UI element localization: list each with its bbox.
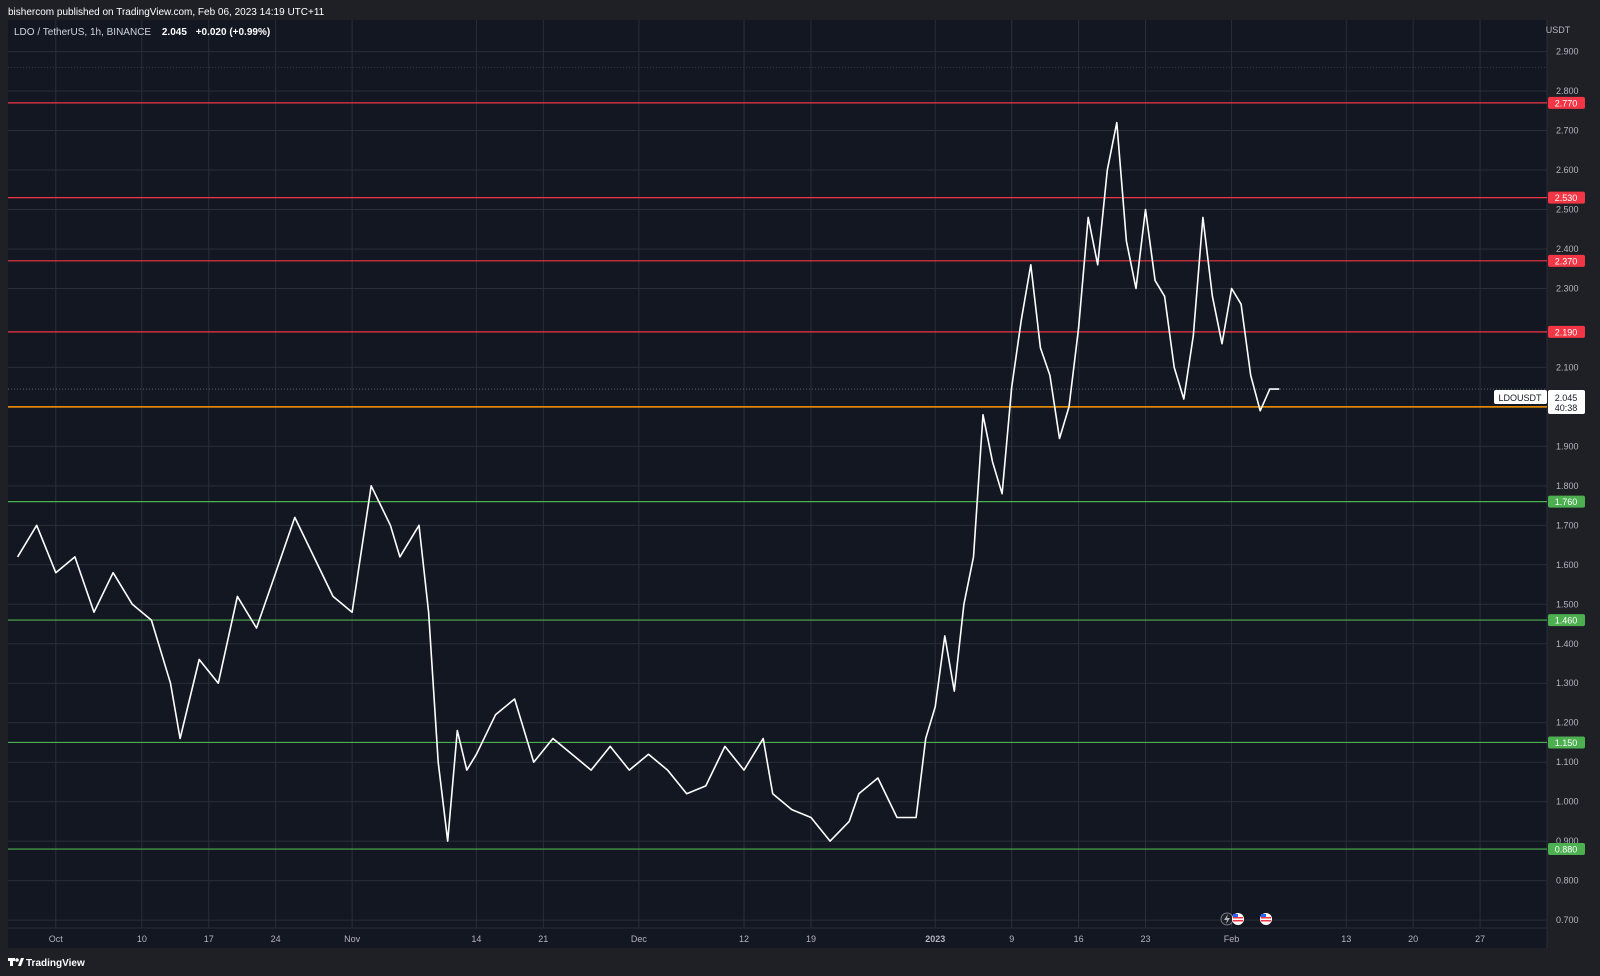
x-tick-label: Feb [1224,934,1240,944]
level-tag-resistance [1548,191,1585,204]
level-tag-label: 2.190 [1555,327,1578,337]
published-by-text: bishercom published on TradingView.com, … [8,7,325,18]
current-price-box [1548,390,1585,414]
level-tag-support [1548,614,1585,627]
horizontal-levels [8,102,1547,850]
x-tick-label: 21 [538,934,548,944]
level-tag-label: 1.460 [1555,616,1578,626]
current-price-tag[interactable]: LDOUSDT 2.045 40:38 [1494,390,1585,414]
level-tag-label: 2.770 [1555,98,1578,108]
lightning-icon[interactable] [1220,912,1234,926]
plot-background [8,20,1547,948]
y-tick-label: 2.700 [1556,126,1579,136]
y-tick-label: 2.400 [1556,244,1579,254]
x-tick-label: 16 [1074,934,1084,944]
x-tick-label: 17 [204,934,214,944]
legend-price: 2.045 [162,27,187,38]
level-tag-resistance [1548,254,1585,267]
y-tick-label: 0.800 [1556,876,1579,886]
x-tick-label: 20 [1408,934,1418,944]
y-tick-label: 1.900 [1556,441,1579,451]
x-tick-label: Nov [344,934,361,944]
x-tick-label: 2023 [925,934,945,944]
x-tick-label: 23 [1141,934,1151,944]
x-tick-label: Dec [631,934,648,944]
time-axis[interactable]: Oct 10 17 24 Nov 14 21 Dec 12 19 2023 9 16 23 Feb 13 20 2… [49,934,1485,944]
series-layer [16,121,1280,842]
level-tag-label: 0.880 [1555,845,1578,855]
x-tick-label: 14 [471,934,481,944]
us-flag-icon[interactable] [1232,913,1244,925]
y-tick-label: 1.100 [1556,757,1579,767]
tradingview-logo[interactable]: TradingView [8,958,85,969]
price-series-line[interactable] [16,121,1280,842]
y-tick-label: 1.200 [1556,718,1579,728]
x-tick-label: 24 [271,934,281,944]
y-tick-label: 1.800 [1556,481,1579,491]
y-tick-label: 2.600 [1556,165,1579,175]
level-tag-support [1548,495,1585,508]
y-tick-label: 1.400 [1556,639,1579,649]
level-tag-label: 1.760 [1555,497,1578,507]
x-tick-label: 27 [1475,934,1485,944]
symbol-text: LDO / TetherUS, 1h, BINANCE [14,27,151,38]
x-tick-label: 9 [1009,934,1014,944]
x-tick-label: 12 [739,934,749,944]
y-tick-label: 1.000 [1556,797,1579,807]
y-tick-label: 1.600 [1556,560,1579,570]
current-price-value: 2.045 [1555,393,1578,403]
bar-countdown: 40:38 [1555,403,1578,413]
level-tag-support [1548,843,1585,856]
x-tick-label: 13 [1341,934,1351,944]
y-tick-label: 1.700 [1556,520,1579,530]
price-axis[interactable]: 2.900 2.800 2.700 2.600 2.500 2.400 2.300 2.100… [1556,47,1579,926]
grid [8,20,1547,928]
y-tick-label: 0.900 [1556,836,1579,846]
y-tick-label: 2.100 [1556,362,1579,372]
current-price-symbol: LDOUSDT [1498,393,1542,403]
level-tag-label: 2.370 [1555,256,1578,266]
symbol-legend[interactable]: LDO / TetherUS, 1h, BINANCE 2.045 +0.020… [14,27,270,38]
x-tick-label: Oct [49,934,64,944]
level-tag-resistance [1548,96,1585,109]
tradingview-logo-text: TradingView [26,958,85,969]
level-tag-support [1548,736,1585,749]
legend-change: +0.020 (+0.99%) [196,27,271,38]
y-axis-unit: USDT [1546,25,1571,35]
y-tick-label: 2.900 [1556,47,1579,57]
level-tag-label: 1.150 [1555,738,1578,748]
x-tick-label: 19 [806,934,816,944]
y-tick-label: 2.500 [1556,204,1579,214]
y-tick-label: 1.500 [1556,599,1579,609]
event-icons[interactable] [1220,912,1272,926]
us-flag-icon[interactable] [1260,913,1272,925]
tradingview-logo-icon [8,958,24,966]
x-tick-label: 10 [137,934,147,944]
y-tick-label: 2.300 [1556,283,1579,293]
current-price-symbol-box [1494,390,1547,404]
y-tick-label: 2.800 [1556,86,1579,96]
level-tag-label: 2.530 [1555,193,1578,203]
y-tick-label: 1.300 [1556,678,1579,688]
y-tick-label: 0.700 [1556,915,1579,925]
level-tag-resistance [1548,325,1585,338]
